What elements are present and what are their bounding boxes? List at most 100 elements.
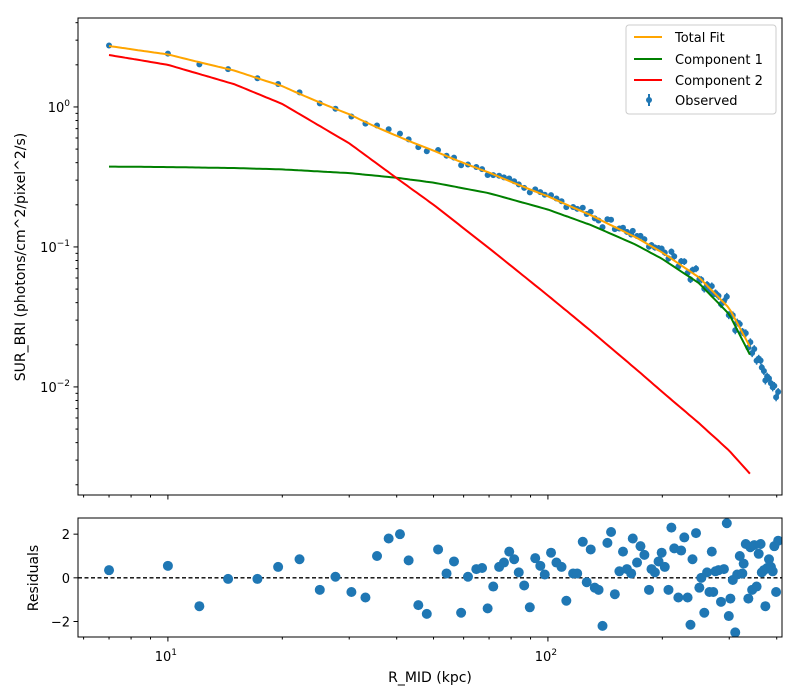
x-tick-base: 10 xyxy=(535,650,552,665)
y-tick-label: 10−2 xyxy=(40,379,70,396)
y-tick-base: 10 xyxy=(40,381,57,396)
residual-point xyxy=(632,557,643,568)
residual-point xyxy=(753,548,764,559)
y-tick-label: 100 xyxy=(48,99,71,116)
residual-point xyxy=(771,587,782,598)
residual-point xyxy=(767,566,778,577)
y-tick-label: 10−1 xyxy=(40,239,70,256)
residual-point xyxy=(673,592,684,603)
x-tick-base: 10 xyxy=(155,650,172,665)
residual-point xyxy=(572,568,583,579)
total-fit-line xyxy=(108,45,751,348)
residual-point xyxy=(524,602,535,613)
observed-point xyxy=(423,148,430,155)
observed-point xyxy=(396,130,403,137)
residual-point xyxy=(743,593,754,604)
residual-point xyxy=(725,593,736,604)
residual-y-tick-label: −2 xyxy=(51,615,70,630)
residual-point xyxy=(413,600,424,611)
xlabel: R_MID (kpc) xyxy=(388,670,472,686)
residual-series xyxy=(104,518,782,637)
residual-point xyxy=(609,589,620,600)
x-tick-label: 102 xyxy=(535,648,557,665)
residual-point xyxy=(716,596,727,607)
legend-observed-marker xyxy=(646,97,652,103)
y-tick-exponent: 0 xyxy=(64,99,70,109)
residual-point xyxy=(513,567,524,578)
legend-total-fit-label: Total Fit xyxy=(674,31,725,46)
residual-point xyxy=(394,529,405,540)
y-tick-exponent: −2 xyxy=(57,379,70,389)
residual-point xyxy=(498,557,509,568)
observed-point xyxy=(629,227,636,234)
residual-point xyxy=(556,561,567,572)
residual-point xyxy=(721,518,732,529)
residual-point xyxy=(383,533,394,544)
observed-point xyxy=(458,162,465,169)
residual-y-tick-label: 2 xyxy=(62,528,70,543)
residual-point xyxy=(372,550,383,561)
residual-point xyxy=(706,546,717,557)
y-tick-base: 10 xyxy=(48,101,65,116)
residual-point xyxy=(456,607,467,618)
residual-point xyxy=(666,522,677,533)
residual-point xyxy=(346,587,357,598)
residual-point xyxy=(627,533,638,544)
observed-point xyxy=(608,216,615,223)
residual-point xyxy=(723,611,734,622)
residual-point xyxy=(687,554,698,565)
residual-y-tick-label: 0 xyxy=(62,572,70,587)
residual-point xyxy=(737,568,748,579)
x-tick-exponent: 2 xyxy=(551,648,557,658)
residual-point xyxy=(581,577,592,588)
legend-observed-label: Observed xyxy=(675,94,738,109)
x-tick-label: 101 xyxy=(155,648,177,665)
main-ylabel: SUR_BRI (photons/cm^2/pixel^2/s) xyxy=(13,133,29,381)
observed-point xyxy=(681,258,688,265)
residual-point xyxy=(223,573,234,584)
residual-point xyxy=(691,528,702,539)
residual-point xyxy=(663,584,674,595)
residual-point xyxy=(488,581,499,592)
residual-point xyxy=(639,549,650,560)
residual-point xyxy=(760,601,771,612)
legend-box xyxy=(625,24,777,115)
residual-point xyxy=(433,544,444,555)
residual-point xyxy=(606,526,617,537)
residual-point xyxy=(602,537,613,548)
residual-point xyxy=(738,558,749,569)
residual-point xyxy=(773,535,782,546)
legend: Total Fit Component 1 Component 2 Observ… xyxy=(625,24,777,115)
component1-line xyxy=(109,165,751,356)
y-tick-base: 10 xyxy=(40,241,57,256)
residual-point xyxy=(530,553,541,564)
observed-point xyxy=(385,126,392,133)
observed-point xyxy=(775,388,782,395)
residual-point xyxy=(314,584,325,595)
residual-point xyxy=(441,568,452,579)
residual-point xyxy=(708,587,719,598)
observed-point xyxy=(771,382,778,389)
residual-point xyxy=(162,560,173,571)
residual-point xyxy=(561,595,572,606)
residual-point xyxy=(730,627,741,637)
residual-point xyxy=(694,582,705,593)
residual-point xyxy=(682,592,693,603)
residual-point xyxy=(546,547,557,558)
component2-line xyxy=(108,54,751,475)
residual-point xyxy=(585,544,596,555)
residual-point xyxy=(421,608,432,619)
residual-point xyxy=(755,538,766,549)
main-axes-frame xyxy=(77,17,783,496)
observed-point xyxy=(668,248,675,255)
legend-component1-label: Component 1 xyxy=(675,53,763,68)
residual-point xyxy=(679,532,690,543)
residual-point xyxy=(656,547,667,558)
y-tick-exponent: −1 xyxy=(57,239,70,249)
residual-point xyxy=(676,545,687,556)
residual-point xyxy=(252,573,263,584)
observed-point xyxy=(579,204,586,211)
residual-point xyxy=(597,620,608,631)
